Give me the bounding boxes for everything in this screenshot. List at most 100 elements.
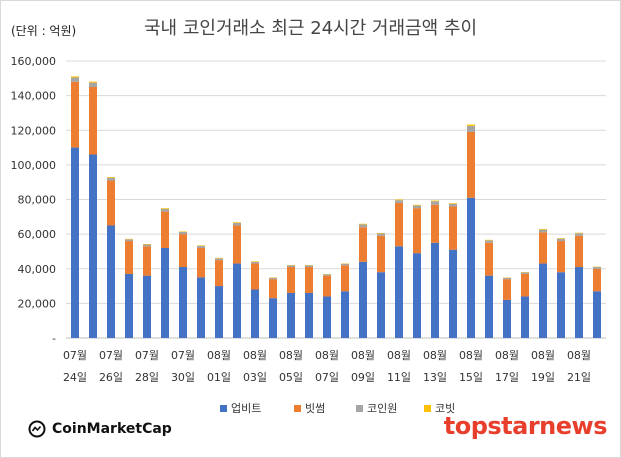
bar-segment (413, 204, 421, 206)
bar-segment (143, 244, 151, 247)
bar-segment (251, 261, 259, 264)
y-tick-label: 20,000 (18, 297, 57, 310)
bar-segment (269, 277, 277, 280)
bar-segment (359, 261, 367, 338)
coinmarketcap-logo-icon (28, 420, 46, 438)
bar-segment (305, 265, 313, 268)
x-tick-label-month: 08월 (351, 349, 375, 362)
x-tick-label-month: 08월 (207, 349, 231, 362)
bar-segment (89, 82, 97, 87)
bar-segment (485, 275, 493, 338)
bar-segment (179, 231, 187, 235)
x-tick-label-month: 07월 (171, 349, 195, 362)
bar-segment (359, 224, 367, 228)
bar-segment (197, 247, 205, 278)
x-tick-label-day: 19일 (531, 370, 555, 384)
bar-segment (485, 242, 493, 276)
bar-segment (215, 260, 223, 287)
bar-segment (431, 242, 439, 338)
x-tick-label-month: 08월 (279, 349, 303, 362)
x-tick-label-month: 07월 (99, 349, 123, 362)
bar-segment (395, 202, 403, 247)
x-tick-label-month: 08월 (315, 349, 339, 362)
bar-segment (449, 203, 457, 207)
bar-segment (539, 228, 547, 230)
bar-segment (539, 232, 547, 264)
bar-segment (557, 238, 565, 242)
x-tick-label-day: 28일 (135, 370, 159, 384)
bar-segment (467, 124, 475, 126)
bar-segment (107, 225, 115, 338)
bar-segment (215, 258, 223, 261)
bar-segment (287, 265, 295, 268)
bar-segment (521, 296, 529, 338)
legend-swatch (424, 405, 431, 412)
bar-segment (143, 275, 151, 338)
bar-segment (233, 263, 241, 338)
bar-segment (71, 76, 79, 78)
x-tick-label-month: 08월 (459, 349, 483, 362)
legend-label: 코빗 (435, 402, 455, 415)
bar-segment (161, 247, 169, 338)
x-tick-label-day: 01일 (207, 370, 231, 384)
legend-swatch (294, 405, 301, 412)
topstarnews-logo: topstarnews (443, 412, 608, 440)
bar-segment (521, 272, 529, 274)
bar-segment (449, 203, 457, 204)
y-tick-label: 60,000 (18, 228, 57, 241)
bar-segment (413, 253, 421, 338)
x-tick-label-month: 08월 (243, 349, 267, 362)
bar-segment (575, 232, 583, 234)
bar-segment (215, 286, 223, 338)
x-tick-label-month: 08월 (387, 349, 411, 362)
bar-segment (197, 245, 205, 248)
y-tick-label: 80,000 (18, 194, 57, 207)
bar-segment (179, 267, 187, 338)
coinmarketcap-logo-text: CoinMarketCap (52, 421, 172, 437)
x-tick-label-day: 26일 (99, 370, 123, 384)
bar-segment (71, 77, 79, 82)
x-tick-label-day: 05일 (279, 370, 303, 384)
bar-segment (323, 275, 331, 297)
x-tick-label-day: 17일 (495, 370, 519, 384)
x-tick-label-month: 08월 (495, 349, 519, 362)
bar-segment (71, 147, 79, 338)
bar-segment (197, 245, 205, 246)
bar-segment (395, 199, 403, 201)
bar-segment (485, 240, 493, 243)
bar-segment (539, 229, 547, 233)
x-tick-label-month: 07월 (135, 349, 159, 362)
x-tick-label-day: 07일 (315, 370, 339, 384)
bar-segment (287, 292, 295, 338)
bar-segment (575, 235, 583, 268)
x-tick-label-day: 13일 (423, 370, 447, 384)
y-tick-label: 120,000 (11, 124, 57, 137)
bar-segment (125, 273, 133, 338)
bar-segment (449, 206, 457, 250)
y-tick-label: - (52, 332, 56, 345)
x-tick-label-day: 11일 (387, 370, 411, 384)
bar-segment (593, 268, 601, 292)
y-tick-label: 100,000 (11, 159, 57, 172)
bar-segment (89, 154, 97, 338)
bar-segment (269, 279, 277, 299)
bar-segment (539, 263, 547, 338)
bar-segment (413, 208, 421, 254)
x-tick-label-day: 15일 (459, 370, 483, 384)
x-tick-label-day: 24일 (63, 370, 87, 384)
bar-segment (215, 257, 223, 259)
bar-segment (251, 261, 259, 262)
bar-segment (125, 239, 133, 242)
bar-segment (431, 204, 439, 243)
bar-segment (197, 277, 205, 338)
bar-segment (485, 239, 493, 241)
bar-segment (323, 296, 331, 338)
y-tick-label: 40,000 (18, 263, 57, 276)
bar-segment (377, 233, 385, 236)
bar-segment (413, 205, 421, 209)
bar-segment (125, 241, 133, 274)
x-tick-label-month: 07월 (63, 349, 87, 362)
y-tick-label: 140,000 (11, 90, 57, 103)
x-tick-label-day: 09일 (351, 370, 375, 384)
bar-segment (161, 208, 169, 212)
